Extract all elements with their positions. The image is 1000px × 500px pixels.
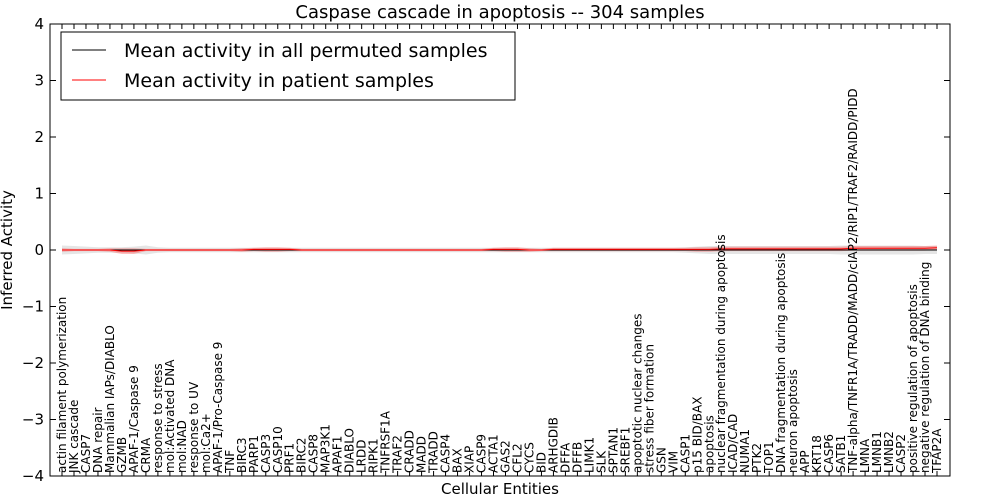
x-tick-label: apoptosis — [702, 415, 716, 473]
y-tick-label: −4 — [22, 467, 44, 485]
x-tick-label: PTK2 — [750, 443, 764, 473]
y-tick-label: 2 — [34, 128, 44, 146]
x-tick-label: BAX — [451, 448, 465, 473]
y-tick-label: −2 — [22, 354, 44, 372]
x-tick-label: DFFB — [570, 442, 584, 473]
x-tick-label: APAF-1/Caspase 9 — [127, 365, 141, 473]
series-line-patient — [62, 247, 938, 252]
x-tick-label: actin filament polymerization — [55, 297, 69, 473]
x-tick-label: LMNB1 — [870, 431, 884, 473]
x-tick-label: LMNA — [858, 438, 872, 473]
x-tick-label: GSN — [654, 447, 668, 473]
x-axis-label: Cellular Entities — [441, 480, 559, 498]
legend: Mean activity in all permuted samples Me… — [60, 31, 516, 101]
x-tick-label: ARHGDIB — [546, 417, 560, 473]
x-tick-label: JNK cascade — [67, 400, 81, 474]
x-tick-label: CRADD — [403, 430, 417, 473]
y-tick-label: 3 — [34, 72, 44, 90]
y-tick-label: 1 — [34, 185, 44, 203]
x-tick-label: TOP1 — [762, 441, 776, 474]
x-tick-label: CYCS — [522, 442, 536, 473]
x-tick-label: XIAP — [463, 446, 477, 473]
y-axis-label: Inferred Activity — [0, 190, 16, 310]
x-tick-label: LRDD — [355, 439, 369, 473]
x-tick-label: GAS2 — [498, 440, 512, 473]
x-tick-label: SLK — [594, 450, 608, 473]
x-tick-label: GZMB — [115, 437, 129, 473]
x-tick-label: response to stress — [151, 363, 165, 473]
x-tick-label: CASP2 — [894, 434, 908, 473]
x-tick-label: TRAF2 — [391, 435, 405, 474]
x-tick-label: NUMA1 — [738, 429, 752, 473]
y-tick-label: −3 — [22, 411, 44, 429]
x-tick-label: PARP1 — [247, 435, 261, 473]
x-tick-label: PRF1 — [283, 443, 297, 473]
x-tick-label: apoptotic nuclear changes — [630, 314, 644, 473]
x-tick-label: Mammalian IAPs/DIABLO — [103, 325, 117, 473]
x-tick-label: ACTA1 — [487, 434, 501, 473]
chart-title: Caspase cascade in apoptosis -- 304 samp… — [295, 2, 704, 23]
x-tick-label: stress fiber formation — [642, 344, 656, 473]
legend-box — [60, 31, 516, 101]
x-tick-label: BID — [534, 452, 548, 473]
x-tick-label: mol:Ca2+ — [199, 413, 213, 473]
x-tick-label: CRMA — [139, 437, 153, 473]
x-tick-label: nuclear fragmentation during apoptosis — [714, 234, 728, 473]
x-tick-label: positive regulation of apoptosis — [906, 284, 920, 473]
series-lines — [62, 247, 938, 252]
x-tick-label: APAF1 — [331, 436, 345, 473]
x-tick-label: BIRC2 — [295, 437, 309, 473]
x-tick-label: CASP9 — [475, 434, 489, 473]
x-tick-label: CASP6 — [822, 434, 836, 473]
x-tick-label: VIM — [666, 451, 680, 473]
x-tick-label: CASP8 — [307, 434, 321, 473]
x-tick-label: negative regulation of DNA binding — [918, 262, 932, 473]
y-tick-label: −1 — [22, 298, 44, 316]
x-tick-label: DNA fragmentation during apoptosis — [774, 253, 788, 473]
x-tick-label: CASP7 — [79, 434, 93, 473]
x-tick-label: SATB1 — [834, 435, 848, 473]
x-tick-label: APAF-1/Pro-Caspase 9 — [211, 342, 225, 473]
legend-label-patient: Mean activity in patient samples — [124, 70, 434, 92]
x-tick-label: LIMK1 — [582, 437, 596, 473]
y-tick-label: 4 — [34, 15, 44, 33]
y-axis: −4 −3 −2 −1 0 1 2 3 4 — [22, 15, 950, 485]
x-tick-label: CASP10 — [271, 426, 285, 473]
x-tick-label: TFAP2A — [930, 428, 944, 474]
x-tick-label: TNFRSF1A — [379, 410, 393, 474]
x-tick-label: RIPK1 — [367, 438, 381, 473]
x-tick-label: mol:Activated DNA — [163, 359, 177, 473]
x-tick-label: DNA repair — [91, 407, 105, 473]
legend-label-permuted: Mean activity in all permuted samples — [124, 40, 487, 62]
x-tick-label: TNF-alpha/TNFR1A/TRADD/MADD/cIAP2/RIP1/T… — [846, 88, 860, 474]
x-tick-label: MADD — [415, 436, 429, 473]
x-tick-label: TNF — [223, 450, 237, 474]
x-tick-label: TRADD — [427, 431, 441, 474]
x-tick-label: CFL2 — [510, 443, 524, 473]
x-tick-label: BIRC3 — [235, 437, 249, 473]
x-tick-label: SPTAN1 — [606, 427, 620, 473]
x-tick-label: SREBF1 — [618, 427, 632, 473]
x-tick-label: CASP1 — [678, 434, 692, 473]
x-tick-label: MAP3K1 — [319, 424, 333, 473]
x-tick-label: CASP4 — [439, 434, 453, 473]
x-tick-label: CASP3 — [259, 434, 273, 473]
x-tick-label: LMNB2 — [882, 431, 896, 473]
x-tick-label: ICAD/CAD — [726, 414, 740, 473]
x-tick-label: p15 BID/BAX — [690, 397, 704, 473]
x-tick-label: neuron apoptosis — [786, 369, 800, 473]
y-tick-label: 0 — [34, 241, 44, 259]
x-tick-label: DIABLO — [343, 428, 357, 473]
x-tick-label: APP — [798, 450, 812, 473]
x-tick-label: mol:NAD — [175, 420, 189, 473]
x-tick-label: KRT18 — [810, 435, 824, 473]
x-tick-label: response to UV — [187, 381, 201, 473]
x-tick-label: DFFA — [558, 442, 572, 473]
